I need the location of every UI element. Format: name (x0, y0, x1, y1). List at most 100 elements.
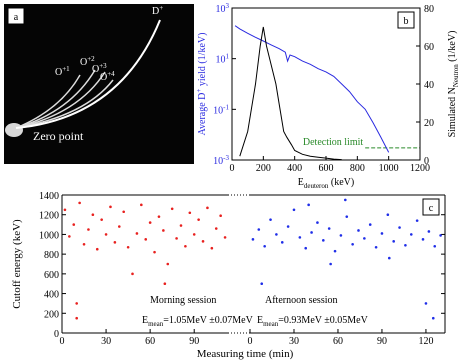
session-label: Morning session (150, 295, 216, 306)
trace (15, 19, 161, 129)
trace (15, 79, 114, 129)
point (131, 272, 134, 276)
y-axis-label: Cutoff energy (keV) (11, 219, 23, 309)
panel-label: b (404, 16, 409, 27)
point (280, 241, 284, 244)
point (135, 232, 139, 235)
point (310, 231, 313, 234)
y-tick-label: 600 (44, 270, 59, 281)
point (117, 225, 121, 228)
point (404, 243, 407, 247)
detection-limit-label: Detection limit (303, 137, 363, 148)
detector-image (4, 4, 194, 164)
y-tick-label-part: 10 (216, 4, 226, 15)
ion-label-part: O (92, 64, 99, 75)
x-tick-label: 1000 (379, 163, 399, 174)
y-tick-label: 800 (44, 250, 59, 261)
y2-tick-label: 60 (424, 42, 434, 53)
point (122, 210, 125, 214)
y-axis-label: Average D+ yield (1/keV) (195, 33, 208, 136)
x-tick-label: 60 (333, 336, 343, 347)
point (439, 234, 442, 237)
ion-label: O+4 (100, 70, 115, 83)
point (333, 249, 337, 253)
mean-energy-part: mean (148, 320, 164, 328)
y-tick-label-part: 10 (213, 105, 223, 116)
y2-axis-label-part: Simulated N (447, 87, 458, 137)
x-tick-label: 0 (60, 336, 65, 347)
point (82, 242, 86, 246)
mean-energy-part: =1.05MeV ±0.07MeV (163, 315, 253, 326)
point (357, 229, 360, 232)
point (206, 206, 209, 210)
point (387, 256, 391, 260)
point (75, 316, 78, 320)
point (415, 219, 419, 222)
ion-label-part: D (152, 6, 159, 17)
point (316, 221, 319, 224)
y-tick-label: 0 (54, 329, 59, 340)
plot-frame (231, 7, 421, 161)
panel-label-box (397, 11, 415, 29)
x-tick-label: 1200 (410, 163, 430, 174)
point (263, 244, 266, 248)
y2-tick-label: 40 (424, 80, 434, 91)
point (368, 223, 372, 226)
point (307, 203, 310, 207)
y-tick-label: 10-1 (213, 103, 229, 116)
point (431, 316, 435, 320)
point (223, 236, 227, 239)
mean-energy-part: =0.93MeV ±0.05MeV (278, 315, 368, 326)
ion-label-part: O (100, 72, 107, 83)
point (95, 247, 99, 251)
y-tick-label: 103 (216, 2, 230, 15)
point (304, 246, 308, 250)
point (104, 233, 108, 236)
point (91, 213, 95, 217)
mean-energy-part: E (257, 315, 263, 326)
point (109, 205, 112, 209)
x-axis-label: Edeuteron (keV) (298, 177, 354, 190)
point (148, 221, 152, 224)
point (68, 235, 71, 238)
point (87, 228, 90, 231)
ion-label-part: +1 (62, 65, 70, 73)
point (153, 250, 156, 254)
ion-label-part: +2 (87, 55, 95, 63)
point (269, 218, 272, 221)
trace (15, 69, 96, 129)
panel-label-box (422, 198, 440, 216)
trace (15, 74, 81, 129)
x-tick-label: 30 (289, 336, 299, 347)
x-tick-label: 400 (287, 163, 302, 174)
y2-axis-label: Simulated NNeutron (1/keV) (447, 31, 460, 138)
y2-axis-label-part: (1/keV) (447, 31, 458, 65)
point (140, 203, 143, 207)
point (363, 237, 366, 240)
ion-label-part: +4 (107, 70, 115, 78)
ion-label-part: + (159, 4, 163, 12)
point (329, 262, 332, 266)
mean-energy-part: E (142, 315, 148, 326)
point (162, 229, 165, 232)
ion-label: O+2 (80, 55, 95, 68)
data-line (239, 26, 342, 161)
point (144, 238, 148, 241)
point (298, 236, 302, 239)
point (292, 208, 296, 212)
point (351, 242, 354, 246)
point (260, 282, 264, 286)
y-tick-label-part: 10 (216, 55, 226, 66)
point (433, 244, 437, 248)
y-axis-label-part: + (195, 89, 203, 93)
point (374, 245, 378, 249)
y-tick-label-part: -3 (223, 154, 229, 162)
x-axis-label-part: (keV) (328, 177, 354, 188)
x-axis-label-part: E (298, 177, 304, 188)
panel-b: 0 200 400 600 800 1000 120010-310-110110302040… (195, 2, 460, 190)
point (327, 227, 331, 230)
ion-label: O+3 (92, 62, 107, 75)
point (345, 215, 349, 218)
mean-energy: Emean=1.05MeV ±0.07MeV (142, 315, 254, 328)
point (184, 244, 187, 248)
